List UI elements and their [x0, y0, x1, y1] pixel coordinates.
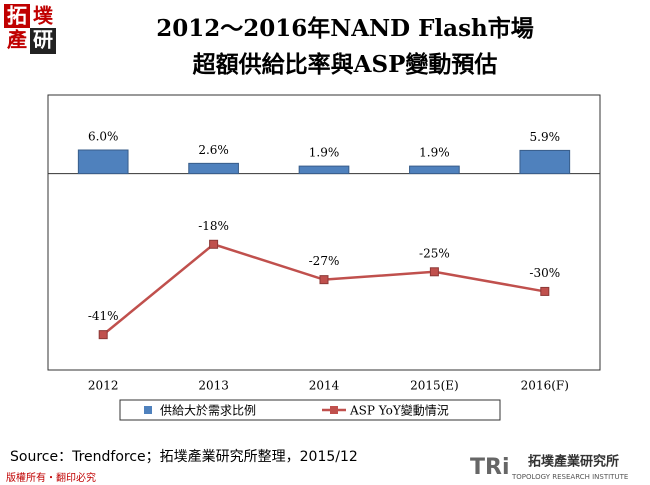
legend-swatch	[144, 406, 152, 414]
bar	[519, 149, 571, 175]
bar	[188, 162, 239, 175]
legend	[119, 399, 501, 421]
logo-block	[30, 28, 56, 54]
x-tick-label: 2016(F)	[521, 379, 569, 393]
legend-label: 供給大於需求比例	[160, 403, 256, 418]
logo-char: 研	[33, 28, 53, 52]
chart-title: 2012～2016年NAND Flash市場	[156, 15, 534, 42]
logo-block	[4, 4, 30, 28]
footer: 版權所有・翻印必究	[6, 471, 96, 484]
legend-swatch	[330, 406, 338, 414]
line-marker	[319, 275, 329, 285]
value-label: 6.0%	[88, 130, 119, 144]
value-label: -41%	[88, 309, 119, 323]
line-marker	[98, 330, 108, 340]
line-marker	[429, 267, 439, 277]
value-label: -25%	[419, 246, 450, 260]
x-tick-label: 2014	[309, 379, 340, 393]
plot-area	[47, 94, 601, 371]
logo-char: 產	[7, 28, 27, 52]
value-label: 2.6%	[198, 143, 229, 157]
value-label: 1.9%	[419, 146, 450, 160]
logo-char: 拓	[7, 4, 27, 28]
value-label: 1.9%	[309, 146, 340, 160]
value-label: 5.9%	[530, 130, 561, 144]
logo: 拓 墣 產 研	[4, 4, 56, 54]
bar	[77, 149, 129, 175]
x-tick-label: 2015(E)	[410, 379, 459, 393]
line-marker	[209, 239, 219, 249]
brand-name: 拓墣產業研究所	[528, 454, 619, 470]
x-tick-label: 2012	[88, 379, 119, 393]
logo-char: 墣	[33, 4, 54, 28]
legend-label: ASP YoY變動情況	[349, 403, 449, 418]
line-marker	[540, 286, 550, 296]
value-label: -27%	[309, 254, 340, 268]
brand-mark: TRi	[470, 455, 510, 480]
bar	[298, 165, 350, 175]
source: Source：Trendforce；拓墣產業研究所整理，2015/12	[10, 448, 358, 465]
value-label: -18%	[198, 219, 229, 233]
bar	[409, 165, 460, 175]
logo-block	[4, 28, 30, 54]
value-label: -30%	[529, 266, 560, 280]
logo-block	[30, 4, 56, 28]
brand-subtitle: TOPOLOGY RESEARCH INSTITUTE	[511, 473, 628, 481]
chart-title: 超額供給比率與ASP變動預估	[193, 51, 498, 78]
x-tick-label: 2013	[198, 379, 229, 393]
